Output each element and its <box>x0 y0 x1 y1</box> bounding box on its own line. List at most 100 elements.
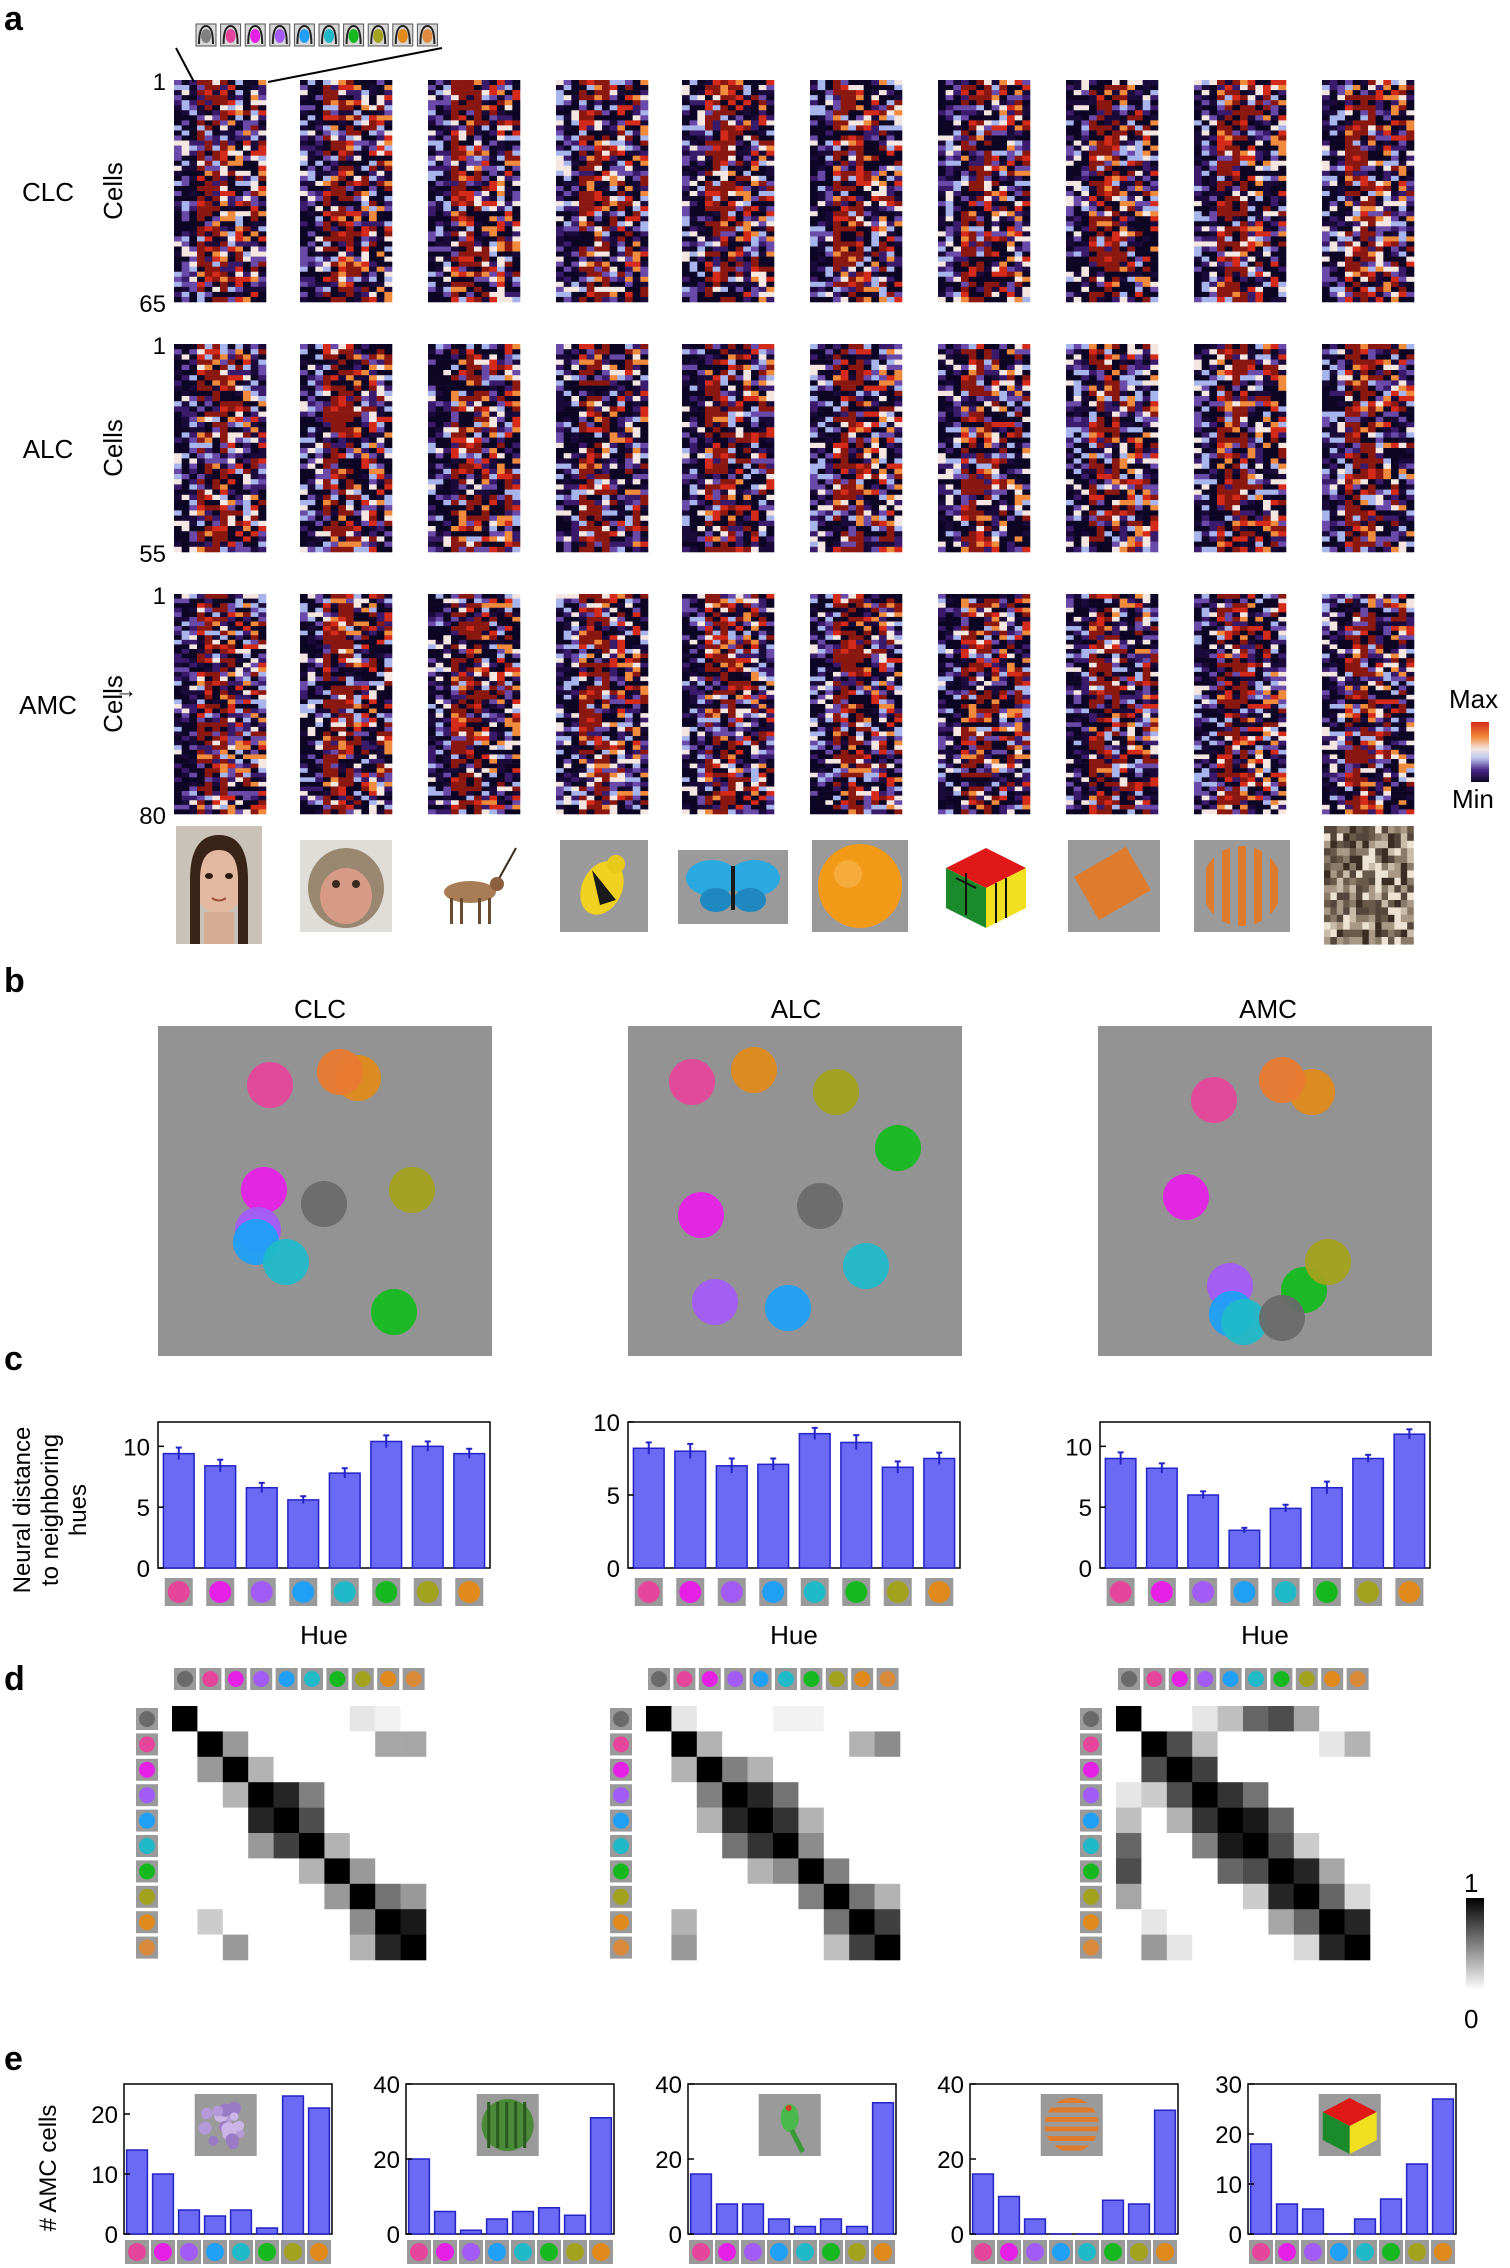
striped-circle-image <box>1194 840 1290 932</box>
d-cell <box>1243 1909 1269 1935</box>
e-hue-swatch-violet <box>180 2243 198 2261</box>
parrot-image <box>758 2094 821 2156</box>
d-cell <box>1293 1934 1320 1961</box>
e-ytick-label: 40 <box>373 2072 400 2099</box>
d-cell <box>1116 1909 1142 1935</box>
d-cell <box>172 1807 198 1834</box>
c-chart-amc: 0 5 10 Hue <box>1065 1421 1431 1650</box>
d-cell <box>1268 1909 1295 1935</box>
d-cell <box>1319 1883 1345 1910</box>
d-cell <box>1243 1756 1269 1783</box>
heatmap-alc-stim-6 <box>810 344 903 553</box>
d-cell <box>671 1782 698 1808</box>
d-cell <box>1217 1883 1244 1910</box>
heatmap-amc-stim-10 <box>1322 594 1415 815</box>
b-dot-alc-blue <box>765 1285 811 1331</box>
e-hue-swatch-olive <box>1408 2243 1426 2261</box>
d-cell <box>1217 1706 1244 1732</box>
d-cell <box>696 1833 723 1859</box>
d-cell <box>197 1909 224 1935</box>
b-dot-amc-textured-orange <box>1259 1057 1305 1103</box>
d-row-swatch <box>613 1812 629 1829</box>
c-xlabel: Hue <box>1241 1620 1289 1650</box>
c-ytick-label: 0 <box>137 1556 150 1583</box>
d-row-swatch <box>613 1761 629 1778</box>
d-cell <box>222 1731 249 1758</box>
heatmap-clc-stim-2 <box>300 80 393 303</box>
d-cell <box>273 1731 300 1758</box>
c-bar-blue <box>287 1499 320 1569</box>
heatmap-clc-stim-10 <box>1322 80 1415 303</box>
orange-rectangle-image <box>1068 840 1160 932</box>
d-cell <box>299 1706 325 1732</box>
d-cell <box>773 1782 799 1808</box>
d-cell <box>1268 1883 1295 1910</box>
d-cell <box>874 1756 901 1783</box>
e-bar-green <box>255 2227 279 2235</box>
e-hue-swatch-magenta-pink <box>974 2243 992 2261</box>
heatmap-clc-stim-8 <box>1066 80 1159 303</box>
d-cell <box>823 1883 850 1910</box>
c-axes-box <box>1099 1421 1431 1569</box>
colorbar-max-min <box>1471 722 1489 782</box>
d-cell <box>1293 1909 1320 1935</box>
e-ytick-label: 20 <box>1215 2122 1242 2149</box>
heatmap-clc-stim-5 <box>682 80 775 303</box>
d-cell <box>273 1858 300 1885</box>
d-cell <box>197 1934 224 1961</box>
c-bar-magenta-pink <box>162 1452 195 1569</box>
d-row-swatch <box>1083 1939 1099 1956</box>
d-cell <box>747 1706 774 1732</box>
e-bar-magenta <box>715 2203 739 2235</box>
d-cell <box>324 1706 351 1732</box>
d-cell <box>671 1807 698 1834</box>
d-cell <box>299 1807 325 1834</box>
d-col-swatch <box>278 1671 295 1687</box>
d-cell <box>1192 1731 1218 1758</box>
d-cell <box>1293 1858 1320 1885</box>
d-cell <box>1243 1807 1269 1834</box>
d-cell <box>349 1756 376 1783</box>
e-hue-swatch-orange <box>1156 2243 1174 2261</box>
e-hue-swatch-orange <box>1434 2243 1452 2261</box>
e-hue-swatch-olive <box>566 2243 584 2261</box>
d-cell <box>1217 1782 1244 1808</box>
c-chart-clc: 0 5 10 Hue <box>123 1421 491 1650</box>
d-cell <box>646 1883 672 1910</box>
d-col-swatch <box>879 1671 896 1687</box>
c-ytick-label: 5 <box>1079 1495 1092 1522</box>
d-cell <box>1217 1807 1244 1834</box>
d-cell <box>400 1807 427 1834</box>
face-thumbnail <box>318 23 340 47</box>
d-cell <box>798 1934 825 1961</box>
d-row-swatch <box>1083 1888 1099 1905</box>
d-cell <box>1293 1731 1320 1758</box>
d-cell <box>1116 1706 1142 1732</box>
d-cell <box>747 1909 774 1935</box>
lilac-flowers-image <box>194 2094 257 2156</box>
d-cell <box>1192 1934 1218 1961</box>
d-cell <box>747 1756 774 1783</box>
d-cell <box>849 1807 875 1834</box>
heatmap-clc-stim-1 <box>174 80 267 303</box>
b-title-clc: CLC <box>294 994 346 1024</box>
d-col-swatch <box>202 1671 219 1687</box>
cells-top-index: 1 <box>153 69 166 96</box>
d-cell <box>172 1782 198 1808</box>
d-cell <box>798 1756 825 1783</box>
c-hue-swatch-cyan <box>1274 1581 1297 1603</box>
d-cell <box>798 1731 825 1758</box>
d-cell <box>798 1858 825 1885</box>
d-cell <box>1166 1858 1193 1885</box>
antelope-image <box>428 840 520 932</box>
d-cell <box>299 1883 325 1910</box>
d-cell <box>248 1706 274 1732</box>
d-cell <box>222 1807 249 1834</box>
d-cell <box>1344 1706 1371 1732</box>
b-dot-alc-cyan <box>843 1243 889 1289</box>
d-cell <box>197 1731 224 1758</box>
c-hue-swatch-violet <box>250 1581 273 1603</box>
d-cell <box>324 1858 351 1885</box>
region-label-alc: ALC <box>23 434 74 464</box>
d-col-swatch <box>227 1671 244 1687</box>
